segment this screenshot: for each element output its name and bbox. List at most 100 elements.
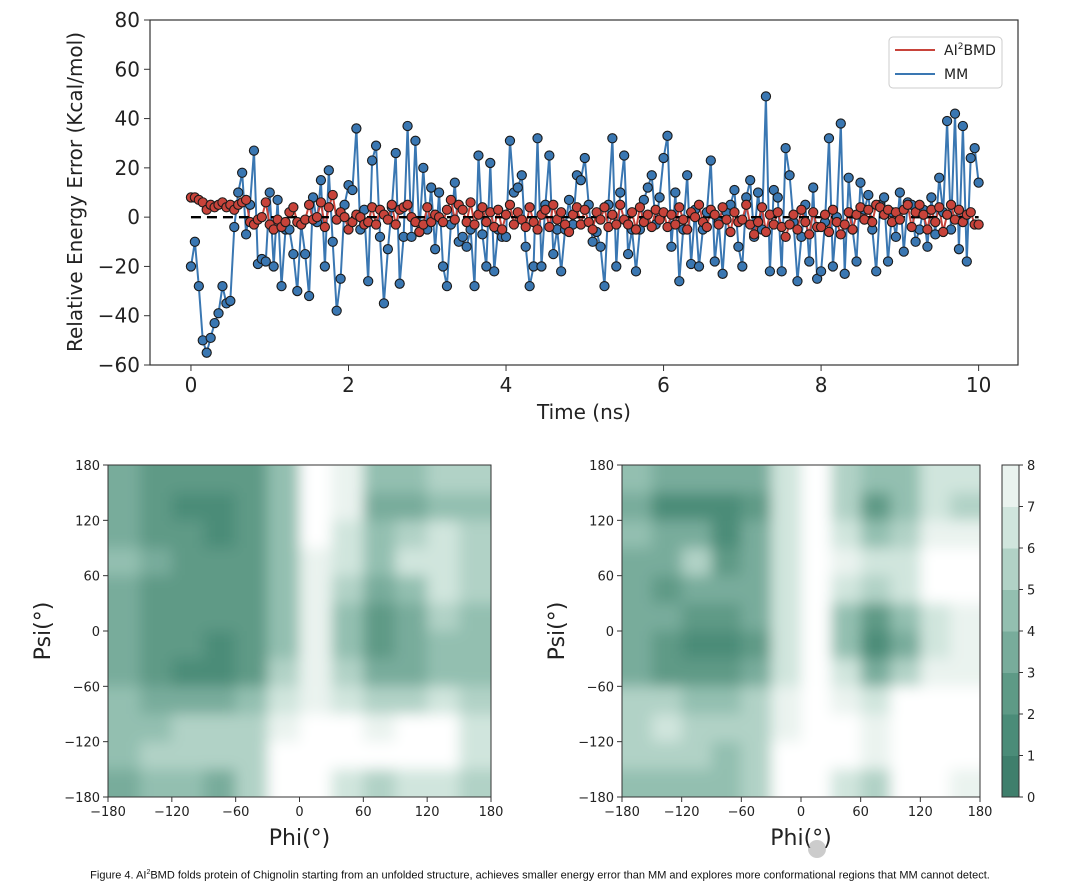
data-point-mm: [363, 276, 374, 287]
heatmap-cell: [860, 492, 892, 521]
data-point-mm: [406, 231, 417, 243]
data-point-ai2bmd: [666, 209, 677, 220]
colorbar-segment: [1002, 548, 1019, 590]
heatmap-cell: [459, 575, 491, 604]
heatmap-cell: [741, 686, 772, 715]
data-point-mm: [524, 280, 535, 292]
data-point-mm: [260, 256, 271, 267]
data-point-ai2bmd: [729, 207, 740, 218]
data-point-ai2bmd: [922, 224, 933, 235]
data-point-ai2bmd: [678, 214, 689, 225]
data-point-ai2bmd: [823, 226, 835, 238]
data-point-mm: [682, 170, 693, 181]
data-point-ai2bmd: [303, 199, 315, 210]
heatmap-cell: [267, 741, 301, 770]
y-tick-label: −120: [578, 736, 614, 751]
heatmap-cell: [235, 548, 269, 577]
heatmap-cell: [299, 492, 333, 521]
data-point-ai2bmd: [496, 224, 508, 235]
heatmap-cell: [139, 631, 173, 660]
heatmap-cell: [108, 769, 141, 797]
data-point-mm: [630, 266, 642, 277]
heatmap-cell: [427, 492, 460, 521]
data-point-ai2bmd: [646, 221, 657, 233]
heatmap-cell: [108, 658, 141, 687]
heatmap-cell: [299, 686, 333, 715]
heatmap-cell: [801, 686, 832, 715]
data-point-mm: [477, 229, 488, 240]
heatmap-cell: [171, 714, 205, 743]
data-point-mm: [760, 91, 772, 102]
data-point-ai2bmd: [595, 214, 606, 225]
data-point-mm: [485, 157, 496, 169]
heatmap-cell: [139, 658, 173, 687]
heatmap-cell: [622, 465, 653, 494]
data-point-ai2bmd: [941, 209, 953, 220]
data-point-ai2bmd: [626, 207, 638, 218]
data-point-mm: [934, 172, 945, 183]
data-point-mm: [745, 175, 756, 186]
data-point-mm: [233, 187, 244, 198]
heatmap-cell: [860, 548, 892, 577]
colorbar-tick-label: 4: [1027, 625, 1035, 640]
heatmap-cell: [920, 658, 951, 687]
data-point-ai2bmd: [689, 211, 701, 223]
heatmap-cell: [622, 548, 653, 577]
energy-error-chart: 0 2 4 6 8 10 −60 −40 −20 0 20 40 60 80 Time (ns) Relati…: [63, 8, 1019, 424]
heatmap-cell: [331, 575, 364, 604]
data-point-ai2bmd: [721, 214, 732, 225]
heatmap-cell: [203, 658, 237, 687]
heatmap-cell: [681, 575, 713, 604]
heatmap-cell: [363, 631, 396, 660]
heatmap-cell: [681, 658, 713, 687]
heatmap-cell: [860, 686, 892, 715]
heatmap-cell: [299, 658, 333, 687]
data-point-mm: [953, 244, 965, 255]
data-point-mm: [335, 273, 346, 284]
plot-frame: [149, 19, 1019, 366]
heatmap-cell: [427, 548, 460, 577]
colorbar-tick-label: 0: [1027, 791, 1035, 806]
heatmap-cell: [741, 575, 772, 604]
heatmap-cell: [108, 741, 141, 770]
x-tick-label: −60: [222, 805, 249, 820]
data-point-mm: [827, 261, 839, 272]
data-point-mm: [784, 170, 795, 181]
data-point-mm: [382, 244, 394, 255]
heatmap-cell: [203, 714, 237, 743]
heatmap-cell: [395, 686, 428, 715]
data-point-mm: [469, 280, 480, 292]
data-point-mm: [926, 192, 937, 203]
colorbar-segment: [1002, 506, 1019, 549]
heatmap-cell: [830, 631, 862, 660]
heatmap-cells: [622, 465, 980, 797]
heatmap-cell: [203, 520, 237, 549]
heatmap-cell: [741, 714, 772, 743]
heatmap-cell: [950, 520, 980, 549]
heatmap-cell: [267, 603, 301, 632]
heatmap-cell: [651, 631, 683, 660]
data-point-mm: [764, 266, 776, 277]
heatmap-cell: [830, 548, 862, 577]
colorbar-segment: [1002, 714, 1019, 756]
heatmap-cell: [622, 741, 653, 770]
data-point-ai2bmd: [422, 202, 433, 213]
heatmap-cell: [711, 741, 742, 770]
heatmap-cell: [741, 520, 772, 549]
heatmap-cell: [711, 603, 742, 632]
heatmap-cell: [801, 575, 832, 604]
heatmap-cell: [920, 631, 951, 660]
data-point-mm: [303, 290, 315, 302]
data-point-ai2bmd: [532, 224, 543, 235]
data-point-ai2bmd: [914, 199, 925, 210]
heatmap-cell: [950, 603, 980, 632]
data-point-mm: [351, 123, 362, 134]
heatmap-cell: [171, 686, 205, 715]
heatmap-cell: [681, 492, 713, 521]
legend-label-mm: MM: [944, 67, 968, 83]
heatmap-cell: [801, 741, 832, 770]
heatmap-cell: [830, 714, 862, 743]
heatmap-cell: [395, 631, 428, 660]
heatmap-cell: [427, 465, 460, 494]
heatmap-cell: [890, 465, 921, 494]
